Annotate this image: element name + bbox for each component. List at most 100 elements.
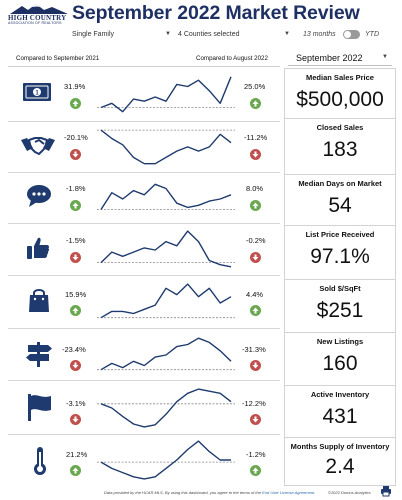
mom-arrow-icon xyxy=(250,252,261,263)
property-type-value: Single Family xyxy=(72,31,115,38)
trend-line xyxy=(100,337,232,371)
row-divider xyxy=(8,121,280,122)
yoy-arrow-icon xyxy=(70,200,81,211)
trend-sparkline xyxy=(97,283,235,319)
mom-arrow-icon xyxy=(250,200,261,211)
kpi-value: 2.4 xyxy=(325,455,355,478)
kpi-label: Closed Sales xyxy=(316,123,364,132)
kpi-card: Months Supply of Inventory 2.4 xyxy=(284,437,396,486)
signpost-icon xyxy=(26,342,52,367)
flag-icon xyxy=(28,394,51,421)
kpi-label: List Price Received xyxy=(305,230,375,239)
mom-arrow-icon xyxy=(250,414,261,425)
thumbs-up-icon xyxy=(27,237,50,259)
month-select-value: September 2022 xyxy=(296,53,363,63)
months-label: 13 months xyxy=(303,31,336,38)
filter-bar: Single Family ▼ 4 Counties selected ▼ 13… xyxy=(0,29,402,45)
chevron-down-icon: ▼ xyxy=(382,54,388,60)
compare-month-label: Compared to August 2022 xyxy=(196,55,268,62)
kpi-label: Median Days on Market xyxy=(298,179,382,188)
footer-copyright: ©2022 Domus Analytics xyxy=(328,490,371,495)
mom-change: 4.4% xyxy=(246,290,264,299)
mom-arrow-icon xyxy=(250,360,261,371)
kpi-label: Months Supply of Inventory xyxy=(290,442,390,451)
trend-line xyxy=(100,76,232,113)
kpi-card: Median Sales Price $500,000 xyxy=(284,68,396,127)
chevron-down-icon: ▼ xyxy=(165,31,171,37)
mom-change: -12.2% xyxy=(242,399,266,408)
trend-line xyxy=(100,230,232,268)
license-link[interactable]: End User License Agreement. xyxy=(262,490,316,495)
logo-title: HIGH COUNTRY xyxy=(8,14,67,22)
speech-bubble-icon xyxy=(27,185,51,207)
page-title: September 2022 Market Review xyxy=(72,2,360,24)
row-divider xyxy=(8,328,280,329)
kpi-value: 97.1% xyxy=(310,245,370,268)
kpi-card: Median Days on Market 54 xyxy=(284,174,396,233)
toggle-knob xyxy=(344,31,351,38)
yoy-arrow-icon xyxy=(70,360,81,371)
svg-text:1: 1 xyxy=(35,90,39,96)
yoy-change: 21.2% xyxy=(66,450,88,459)
month-select[interactable]: September 2022 ▼ xyxy=(288,50,392,66)
trend-sparkline xyxy=(97,129,235,165)
handshake-icon xyxy=(21,137,55,155)
mom-change: -11.2% xyxy=(244,133,268,142)
logo-subtitle: ASSOCIATION OF REALTORS xyxy=(8,21,62,25)
mom-change: 8.0% xyxy=(246,184,264,193)
kpi-label: Active Inventory xyxy=(310,390,370,399)
printer-icon[interactable] xyxy=(380,485,392,497)
yoy-arrow-icon xyxy=(70,465,81,476)
kpi-card: Active Inventory 431 xyxy=(284,385,396,444)
mountain-logo-icon xyxy=(10,4,68,14)
yoy-arrow-icon xyxy=(70,149,81,160)
kpi-card: Sold $/SqFt $251 xyxy=(284,279,396,338)
property-type-select[interactable]: Single Family ▼ xyxy=(72,31,171,38)
trend-line xyxy=(100,388,232,428)
trend-line xyxy=(100,440,231,480)
yoy-change: -3.1% xyxy=(66,399,86,408)
kpi-value: 160 xyxy=(322,352,358,375)
kpi-card: List Price Received 97.1% xyxy=(284,225,396,284)
mom-arrow-icon xyxy=(250,305,261,316)
yoy-change: -1.8% xyxy=(66,184,86,193)
mom-arrow-icon xyxy=(250,149,261,160)
row-divider xyxy=(8,380,280,381)
yoy-arrow-icon xyxy=(70,252,81,263)
row-divider xyxy=(8,223,280,224)
trend-sparkline xyxy=(97,337,235,371)
area-select[interactable]: 4 Counties selected ▼ xyxy=(178,31,290,38)
footer-text: Data provided by the HCAR MLS. By using … xyxy=(104,490,263,495)
compare-year-label: Compared to September 2021 xyxy=(16,55,100,62)
kpi-label: Sold $/SqFt xyxy=(319,284,361,293)
trend-sparkline xyxy=(97,230,235,268)
mom-arrow-icon xyxy=(250,465,261,476)
yoy-change: -1.5% xyxy=(66,236,86,245)
trend-line xyxy=(100,183,232,210)
kpi-value: 183 xyxy=(322,138,358,161)
mom-change: 25.0% xyxy=(244,82,266,91)
row-divider xyxy=(8,434,280,435)
header: HIGH COUNTRY ASSOCIATION OF REALTORS Sep… xyxy=(0,0,402,28)
yoy-change: -23.4% xyxy=(62,345,86,354)
kpi-label: New Listings xyxy=(316,337,364,346)
kpi-value: 54 xyxy=(328,194,352,217)
header-divider xyxy=(8,66,280,67)
trend-line xyxy=(100,129,232,165)
chevron-down-icon: ▼ xyxy=(284,31,290,37)
kpi-value: $500,000 xyxy=(296,88,384,111)
area-value: 4 Counties selected xyxy=(178,31,240,38)
kpi-label: Median Sales Price xyxy=(306,73,374,82)
kpi-card: Closed Sales 183 xyxy=(284,118,396,177)
kpi-card: New Listings 160 xyxy=(284,332,396,391)
footer-disclaimer: Data provided by the HCAR MLS. By using … xyxy=(104,490,315,495)
kpi-value: 431 xyxy=(322,405,358,428)
yoy-change: 31.9% xyxy=(64,82,86,91)
trend-sparkline xyxy=(97,440,235,480)
row-divider xyxy=(8,172,280,173)
money-icon: 1 xyxy=(23,83,51,101)
footer: Data provided by the HCAR MLS. By using … xyxy=(0,488,402,498)
trend-sparkline xyxy=(97,183,235,210)
trend-sparkline xyxy=(97,76,235,113)
ytd-toggle[interactable] xyxy=(343,30,360,39)
